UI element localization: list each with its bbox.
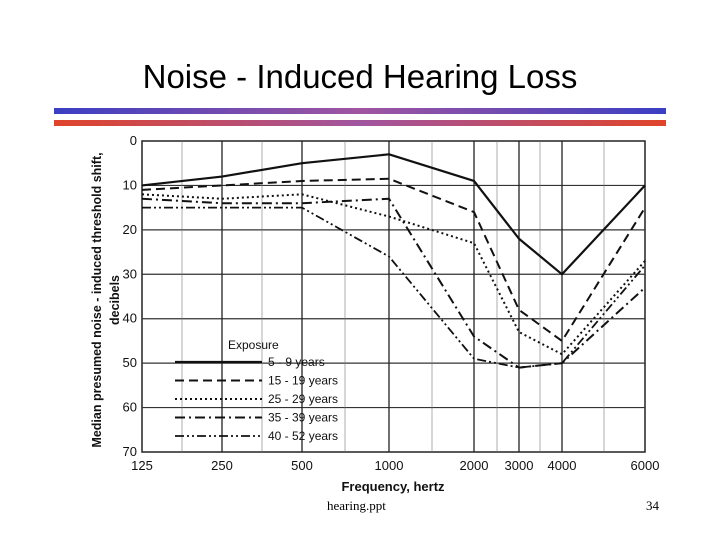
series-line xyxy=(141,197,646,369)
title-rule-top xyxy=(54,108,666,114)
x-tick-label: 1000 xyxy=(375,458,404,473)
footer-filename: hearing.ppt xyxy=(327,498,386,513)
x-axis-label: Frequency, hertz xyxy=(341,479,445,494)
y-tick-label: 10 xyxy=(123,177,137,192)
legend-label: 25 - 29 years xyxy=(268,392,338,406)
series-line xyxy=(141,153,646,276)
title-rule-bottom xyxy=(54,120,666,126)
x-tick-label: 6000 xyxy=(631,458,660,473)
x-tick-label: 500 xyxy=(291,458,313,473)
x-tick-label: 250 xyxy=(211,458,233,473)
x-tick-label: 4000 xyxy=(548,458,577,473)
series-line xyxy=(142,206,646,369)
y-tick-label: 20 xyxy=(123,222,137,237)
page-number: 34 xyxy=(646,498,659,513)
chart-grid xyxy=(141,140,646,453)
x-tick-label: 3000 xyxy=(505,458,534,473)
chart-legend: Exposure 5 - 9 years 15 - 19 years 25 - 29 … xyxy=(175,338,338,443)
y-axis-label-units: decibels xyxy=(108,275,122,325)
y-tick-label: 30 xyxy=(123,266,137,281)
y-tick-label: 50 xyxy=(123,355,137,370)
chart-series xyxy=(141,153,646,369)
y-tick-label: 40 xyxy=(123,311,137,326)
slide-title: Noise - Induced Hearing Loss xyxy=(142,58,578,95)
legend-label: 5 - 9 years xyxy=(268,355,325,369)
legend-label: 40 - 52 years xyxy=(268,429,338,443)
y-tick-label: 70 xyxy=(123,444,137,459)
x-tick-label: 2000 xyxy=(460,458,489,473)
legend-label: 15 - 19 years xyxy=(268,374,338,388)
y-tick-label: 0 xyxy=(130,133,137,148)
y-tick-label: 60 xyxy=(123,400,137,415)
legend-label: 35 - 39 years xyxy=(268,411,338,425)
series-line xyxy=(141,177,646,342)
legend-title: Exposure xyxy=(228,338,279,352)
x-tick-label: 125 xyxy=(131,458,153,473)
plot-frame xyxy=(141,140,646,453)
y-axis-label: Median presumed noise - induced threshol… xyxy=(90,152,104,447)
